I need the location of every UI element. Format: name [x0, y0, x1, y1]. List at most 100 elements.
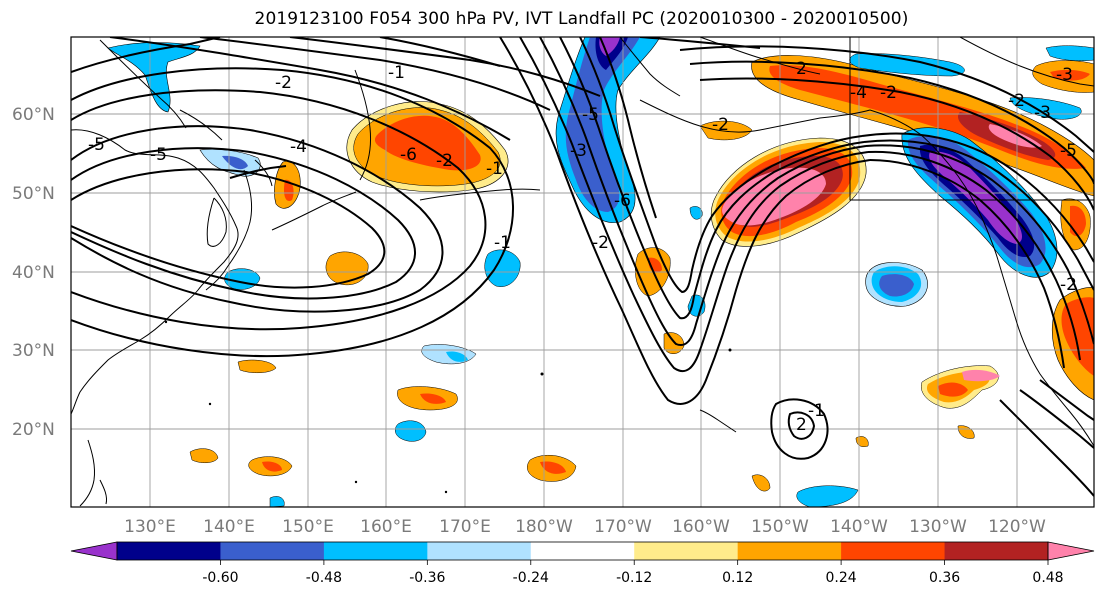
lat-label: 20°N — [12, 420, 55, 440]
contour-label: -3 — [570, 141, 587, 161]
contour-label: -6 — [400, 145, 417, 165]
pos-anomaly-region — [325, 251, 369, 286]
colorbar-swatch — [427, 542, 532, 560]
colorbar-left-arrow — [70, 541, 118, 561]
lat-label: 30°N — [12, 341, 55, 361]
pos-anomaly-region — [283, 179, 294, 202]
island-markers — [164, 320, 732, 494]
contour-label: -1 — [494, 233, 511, 253]
pos-anomaly-region — [722, 167, 826, 226]
contour-label: 2 — [796, 59, 807, 79]
colorbar-tick-label: 0.36 — [929, 570, 960, 586]
contour-label: -5 — [1060, 141, 1077, 161]
colorbar-tick-label: -0.48 — [306, 570, 342, 586]
lon-label: 140°E — [203, 517, 255, 537]
lon-label: 160°W — [672, 517, 730, 537]
pos-anomaly-region — [262, 461, 282, 472]
pos-anomaly-region — [237, 359, 277, 373]
contour-label: -4 — [850, 83, 867, 103]
colorbar-tick-label: -0.36 — [409, 570, 445, 586]
colorbar-tick-label: 0.12 — [722, 570, 753, 586]
lat-label: 60°N — [12, 105, 55, 125]
contour-label: -2 — [880, 83, 897, 103]
longitude-axis: 130°E 140°E 150°E 160°E 170°E 180°W 170°… — [124, 517, 1046, 537]
colorbar-tick-label: 0.24 — [826, 570, 857, 586]
neg-anomaly-region — [395, 420, 427, 442]
map-frame — [70, 36, 1095, 508]
colorbar-swatch — [220, 542, 325, 560]
lon-label: 140°W — [830, 517, 888, 537]
colorbar-swatch — [634, 542, 739, 560]
contour-label: -2 — [1008, 91, 1025, 111]
contour-label: -3 — [1034, 103, 1051, 123]
colorbar-tick-label: 0.48 — [1032, 570, 1063, 586]
lon-label: 150°W — [751, 517, 809, 537]
contour-label: -2 — [592, 233, 609, 253]
neg-anomaly-region — [849, 53, 965, 77]
contour-label: -3 — [1056, 65, 1073, 85]
colorbar-right-arrow — [1047, 541, 1095, 561]
contour-label: -4 — [290, 137, 307, 157]
contour-label: -2 — [436, 151, 453, 171]
colorbar-tick-label: -0.24 — [513, 570, 549, 586]
contour-label: -1 — [808, 401, 825, 421]
contour-label: -2 — [712, 115, 729, 135]
pos-anomaly-region — [1050, 69, 1090, 81]
pos-anomaly-region — [540, 461, 566, 474]
map-title: 2019123100 F054 300 hPa PV, IVT Landfall… — [254, 9, 909, 29]
neg-anomaly-region — [484, 249, 521, 287]
contour-label: -2 — [1060, 275, 1077, 295]
neg-anomaly-region — [929, 151, 1022, 244]
contour-label: -1 — [486, 159, 503, 179]
pos-anomaly-region — [420, 393, 446, 404]
neg-anomaly-region — [1045, 45, 1094, 62]
contour-label: -5 — [582, 105, 599, 125]
pos-anomaly-region — [938, 382, 968, 397]
contour-label: -2 — [275, 73, 292, 93]
neg-anomaly-region — [565, 37, 640, 212]
pos-anomaly-region — [189, 448, 219, 463]
neg-anomaly-region — [269, 496, 285, 507]
lat-label: 50°N — [12, 184, 55, 204]
map-area: -1 -2 -4 -5 -6 -2 -1 -1 -2 -3 -5 -6 2 -2… — [71, 37, 1094, 507]
lon-label: 170°E — [439, 517, 491, 537]
pv-contours — [71, 37, 1094, 497]
pos-anomaly-region — [699, 120, 753, 141]
contour-label: -6 — [614, 191, 631, 211]
pos-anomaly-region — [1070, 205, 1086, 237]
lon-label: 160°E — [360, 517, 412, 537]
colorbar-swatch — [944, 542, 1049, 560]
latitude-axis: 60°N 50°N 40°N 30°N 20°N — [12, 105, 55, 440]
lon-label: 150°E — [282, 517, 334, 537]
lon-label: 170°W — [594, 517, 652, 537]
colorbar: -0.60 -0.48 -0.36 -0.24 -0.12 0.12 0.24 0.36 0.4… — [70, 541, 1095, 586]
region-box — [849, 37, 1094, 201]
neg-anomaly-region — [222, 155, 248, 170]
neg-anomaly-region — [689, 206, 703, 220]
pos-anomaly-region — [962, 369, 1000, 382]
lon-label: 130°W — [909, 517, 967, 537]
contour-label: -1 — [388, 63, 405, 83]
contour-label-layer: -1 -2 -4 -5 -6 -2 -1 -1 -2 -3 -5 -6 2 -2… — [88, 59, 1077, 435]
colorbar-tick-label: -0.12 — [616, 570, 652, 586]
colorbar-swatch — [530, 542, 635, 560]
contour-label: -5 — [88, 135, 105, 155]
lon-label: 120°W — [988, 517, 1046, 537]
colorbar-outline — [116, 541, 1049, 561]
lat-label: 40°N — [12, 263, 55, 283]
pos-anomaly-region — [751, 474, 771, 492]
colorbar-swatch — [323, 542, 428, 560]
lon-label: 180°W — [515, 517, 573, 537]
colorbar-swatch — [841, 542, 946, 560]
neg-anomaly-region — [796, 485, 859, 507]
coastline-outline — [71, 37, 1094, 507]
colorbar-swatch — [737, 542, 842, 560]
lon-label: 130°E — [124, 517, 176, 537]
colorbar-tick-label: -0.60 — [202, 570, 238, 586]
neg-anomaly-region — [107, 42, 201, 113]
neg-anomaly-region — [879, 274, 914, 297]
contour-label: 2 — [796, 415, 807, 435]
colorbar-swatch — [117, 542, 221, 560]
contour-label: -5 — [150, 145, 167, 165]
